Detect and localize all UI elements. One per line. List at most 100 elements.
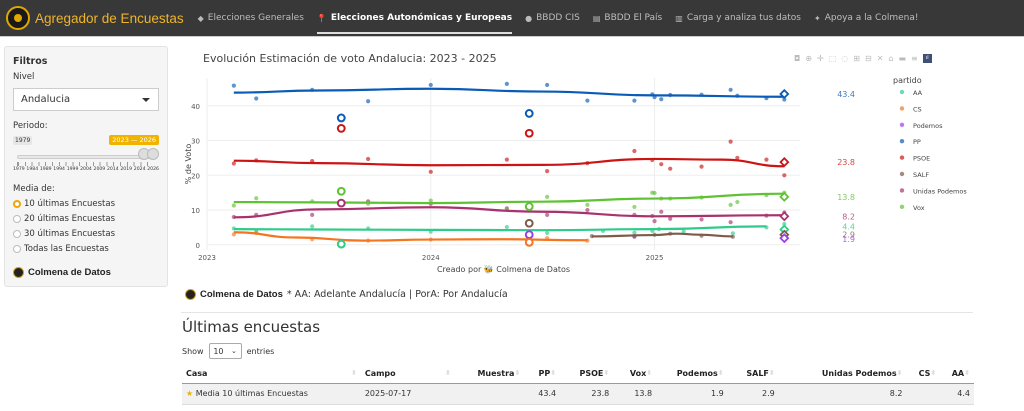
election-result-psoe[interactable] xyxy=(524,128,534,138)
poll-point-unidas-podemos[interactable] xyxy=(310,212,315,218)
legend-item-psoe[interactable]: PSOE xyxy=(899,155,930,163)
trend-line-psoe[interactable] xyxy=(233,157,785,168)
poll-point-pp[interactable] xyxy=(504,81,509,87)
poll-point-pp[interactable] xyxy=(659,97,664,102)
trend-line-aa[interactable] xyxy=(233,225,767,232)
poll-point-vox[interactable] xyxy=(254,196,259,201)
poll-point-psoe[interactable] xyxy=(764,157,769,162)
table-row[interactable]: ★ Media 10 últimas Encuestas 2025-07-17 43… xyxy=(182,383,974,405)
legend-item-aa[interactable]: AA xyxy=(899,89,923,97)
poll-point-vox[interactable] xyxy=(735,199,740,205)
poll-point-aa[interactable] xyxy=(730,231,735,236)
column-header[interactable]: Podemos ⬍ xyxy=(656,365,728,384)
election-result-aa[interactable] xyxy=(336,239,346,249)
election-result-vox[interactable] xyxy=(524,202,534,211)
election-result-vox[interactable] xyxy=(336,186,346,196)
poll-point-pp[interactable] xyxy=(545,82,550,88)
column-header[interactable]: Vox ⬍ xyxy=(613,365,657,384)
poll-point-psoe[interactable] xyxy=(782,173,787,178)
column-header[interactable]: AA ⬍ xyxy=(940,365,974,384)
pan-icon[interactable]: ✛ xyxy=(817,54,824,63)
legend-item-salf[interactable]: SALF xyxy=(899,171,930,179)
radio-option-1[interactable]: 20 últimas Encuestas xyxy=(13,213,159,225)
poll-point-psoe[interactable] xyxy=(735,155,740,161)
poll-point-vox[interactable] xyxy=(428,198,433,203)
poll-point-unidas-podemos[interactable] xyxy=(668,216,673,221)
poll-point-psoe[interactable] xyxy=(428,169,433,174)
poll-point-psoe[interactable] xyxy=(728,139,733,144)
poll-point-aa[interactable] xyxy=(310,224,315,229)
column-header[interactable]: Casa ⬍ xyxy=(182,365,361,384)
poll-point-aa[interactable] xyxy=(782,221,787,227)
periodo-slider[interactable]: 1979 2023 — 2026 1979 1984 1989 1994 1999 200… xyxy=(13,135,159,182)
poll-point-pp[interactable] xyxy=(728,87,733,92)
legend-item-vox[interactable]: Vox xyxy=(899,204,925,212)
radio-option-0[interactable]: 10 últimas Encuestas xyxy=(13,198,159,210)
average-marker-unidas-podemos[interactable] xyxy=(779,211,790,222)
poll-point-psoe[interactable] xyxy=(545,169,550,174)
legend-item-pp[interactable]: PP xyxy=(899,138,921,146)
box-select-icon[interactable]: ⬚ xyxy=(828,54,837,63)
poll-point-unidas-podemos[interactable] xyxy=(652,219,657,224)
nav-item-1[interactable]: 📍 Elecciones Autonómicas y Europeas xyxy=(316,0,513,37)
trend-line-pp[interactable] xyxy=(233,87,785,98)
column-header[interactable]: Unidas Podemos ⬍ xyxy=(778,365,907,384)
entries-select[interactable]: 10 ⌄ xyxy=(208,343,242,359)
election-result-salf[interactable] xyxy=(524,218,534,228)
camera-icon[interactable]: ◘ xyxy=(794,54,801,63)
poll-point-vox[interactable] xyxy=(652,190,657,196)
poll-point-vox[interactable] xyxy=(231,203,236,208)
nav-item-3[interactable]: ▤ BBDD El País xyxy=(593,0,662,37)
election-result-cs[interactable] xyxy=(524,237,534,247)
election-result-pp[interactable] xyxy=(336,113,346,123)
poll-point-pp[interactable] xyxy=(231,83,236,88)
reset-axes-icon[interactable]: ⌂ xyxy=(888,54,894,63)
average-marker-psoe[interactable] xyxy=(779,157,790,168)
poll-point-vox[interactable] xyxy=(632,204,637,210)
legend-item-cs[interactable]: CS xyxy=(899,105,922,113)
trend-line-cs[interactable] xyxy=(233,231,588,242)
lasso-icon[interactable]: ◌ xyxy=(841,54,849,63)
nav-item-4[interactable]: ▥ Carga y analiza tus datos xyxy=(675,0,801,37)
election-result-unidas-podemos[interactable] xyxy=(336,198,346,208)
poll-point-pp[interactable] xyxy=(585,98,590,103)
trend-line-unidas-podemos[interactable] xyxy=(233,206,785,219)
column-header[interactable]: PSOE ⬍ xyxy=(560,365,614,384)
nav-item-2[interactable]: ● BBDD CIS xyxy=(525,0,580,37)
trend-line-salf[interactable] xyxy=(591,232,733,238)
radio-button[interactable] xyxy=(13,215,21,223)
poll-point-unidas-podemos[interactable] xyxy=(659,209,664,214)
poll-point-unidas-podemos[interactable] xyxy=(585,207,590,213)
poll-point-psoe[interactable] xyxy=(231,161,236,166)
poll-point-aa[interactable] xyxy=(632,230,637,235)
autoscale-icon[interactable]: ✕ xyxy=(876,54,884,63)
plotly-logo[interactable]: ıl xyxy=(922,54,932,63)
poll-point-unidas-podemos[interactable] xyxy=(728,220,733,225)
nivel-select[interactable]: Andalucia xyxy=(13,88,159,111)
brand[interactable]: Agregador de Encuestas xyxy=(6,6,184,30)
trend-line-vox[interactable] xyxy=(233,192,785,205)
legend-item-podemos[interactable]: Podemos xyxy=(899,122,943,130)
compare-hover-icon[interactable]: ≡ xyxy=(911,54,918,63)
election-result-psoe[interactable] xyxy=(336,123,346,133)
poll-point-psoe[interactable] xyxy=(659,162,664,167)
legend-item-unidas-podemos[interactable]: Unidas Podemos xyxy=(899,187,968,195)
column-header[interactable]: SALF ⬍ xyxy=(727,365,779,384)
radio-button[interactable] xyxy=(13,230,21,238)
poll-point-unidas-podemos[interactable] xyxy=(699,217,704,222)
election-result-pp[interactable] xyxy=(524,109,534,118)
column-header[interactable]: PP ⬍ xyxy=(524,365,561,384)
poll-point-psoe[interactable] xyxy=(366,156,371,162)
poll-point-unidas-podemos[interactable] xyxy=(545,212,550,218)
radio-option-2[interactable]: 30 últimas Encuestas xyxy=(13,228,159,240)
radio-button[interactable] xyxy=(13,245,21,253)
spike-lines-icon[interactable]: ▬ xyxy=(898,54,907,63)
poll-point-pp[interactable] xyxy=(632,98,637,103)
poll-point-psoe[interactable] xyxy=(668,166,673,171)
nav-item-5[interactable]: ✦ Apoya a la Colmena! xyxy=(814,0,918,37)
slider-handle-to[interactable] xyxy=(147,148,159,160)
average-marker-pp[interactable] xyxy=(779,88,790,100)
column-header[interactable]: Campo ⬍ xyxy=(360,365,455,384)
zoom-icon[interactable]: ⊕ xyxy=(805,54,813,63)
slider-track[interactable] xyxy=(17,155,153,159)
